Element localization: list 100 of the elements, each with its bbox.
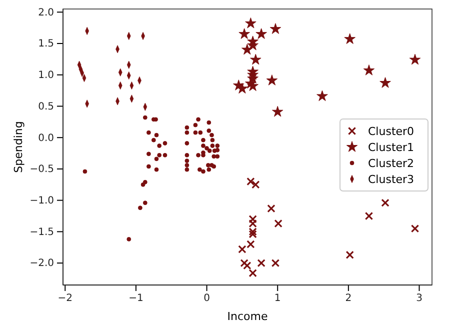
point [270, 23, 282, 34]
point [212, 154, 216, 159]
point [146, 164, 151, 169]
point [82, 169, 88, 174]
point [210, 132, 214, 138]
point [146, 130, 151, 135]
point [204, 146, 209, 150]
point [210, 138, 215, 142]
point [197, 167, 202, 172]
point [198, 130, 203, 135]
point [154, 167, 159, 172]
y-tick-label: 0.5 [38, 101, 54, 112]
point [242, 44, 253, 55]
point [380, 77, 391, 88]
point [409, 54, 421, 65]
point [151, 138, 156, 142]
point [162, 141, 168, 146]
point [238, 245, 246, 254]
point [146, 152, 151, 156]
point [246, 240, 255, 248]
point [184, 141, 190, 146]
x-tick-label: 1 [274, 293, 281, 304]
y-tick-label: 0.0 [38, 132, 54, 144]
y-axis-title: Spending [12, 121, 25, 173]
point [210, 144, 215, 148]
point [157, 152, 162, 158]
point [157, 144, 162, 148]
point [240, 258, 248, 268]
point [344, 33, 356, 44]
point [206, 128, 212, 133]
y-tick-label: 2.0 [38, 7, 54, 18]
point [346, 250, 354, 259]
point [238, 28, 250, 39]
point [266, 74, 278, 86]
point [267, 204, 276, 213]
point [196, 117, 200, 122]
point [126, 237, 132, 242]
point [271, 258, 280, 268]
point [363, 64, 375, 76]
x-axis-title: Income [227, 310, 268, 323]
point [184, 158, 190, 163]
legend-label: Cluster2 [368, 157, 414, 170]
point [248, 228, 257, 236]
point [410, 224, 420, 233]
point [184, 152, 190, 158]
point [272, 106, 284, 117]
point [250, 54, 262, 65]
point [215, 154, 220, 159]
point [184, 125, 190, 130]
point [212, 164, 216, 169]
point [364, 212, 374, 220]
point [184, 167, 190, 172]
point [142, 115, 148, 120]
point [201, 138, 206, 142]
point [247, 80, 258, 91]
point [162, 152, 168, 158]
point [248, 268, 257, 278]
point [154, 156, 159, 162]
y-tick-label: −2.0 [30, 258, 54, 270]
x-tick-label: −1 [128, 293, 144, 304]
point [215, 144, 220, 148]
point [206, 162, 210, 168]
point [274, 219, 282, 228]
point [236, 82, 248, 94]
point [196, 152, 200, 158]
y-tick-label: 1.5 [38, 38, 54, 50]
point [201, 144, 206, 148]
point [206, 167, 212, 172]
point [316, 90, 328, 102]
x-tick-label: 3 [416, 293, 422, 304]
point [248, 230, 257, 238]
x-tick-label: 0 [204, 293, 210, 304]
point [184, 162, 190, 168]
point [248, 219, 257, 228]
point [201, 169, 206, 174]
point [215, 148, 220, 152]
point [207, 148, 212, 153]
point [138, 206, 142, 210]
point [154, 132, 159, 138]
point [381, 198, 390, 207]
point [140, 182, 146, 187]
x-tick-label: −2 [58, 293, 72, 304]
point [256, 28, 267, 39]
x-tick-label: 2 [345, 293, 352, 304]
point [245, 18, 256, 28]
point [193, 122, 198, 128]
legend-label: Cluster0 [368, 125, 414, 138]
point [257, 258, 266, 268]
y-tick-label: −1.5 [30, 226, 54, 238]
point [248, 215, 257, 224]
point [243, 261, 252, 270]
point [206, 120, 212, 125]
point [142, 200, 148, 206]
legend-label: Cluster1 [368, 141, 414, 154]
y-tick-label: −0.5 [30, 164, 54, 176]
y-tick-label: −1.0 [30, 196, 54, 207]
point [184, 130, 190, 135]
point [193, 130, 198, 135]
y-tick-label: 1.0 [38, 70, 54, 82]
legend-label: Cluster3 [368, 173, 414, 186]
